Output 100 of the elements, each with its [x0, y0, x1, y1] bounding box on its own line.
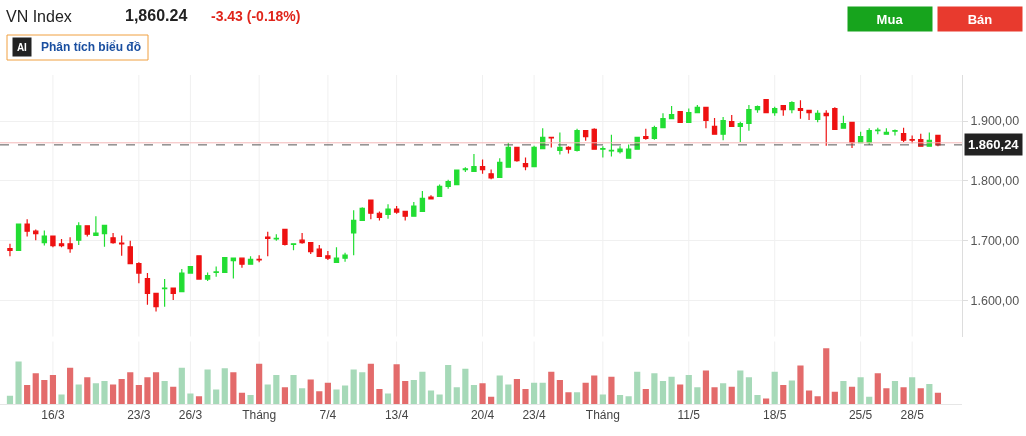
y-tick-label: 1.700,00	[970, 234, 1020, 249]
bar	[170, 386, 177, 404]
y-tick-label: 1.800,00	[970, 174, 1020, 189]
bar	[230, 372, 237, 404]
bar	[152, 372, 160, 404]
candlestick	[93, 215, 99, 236]
candlestick	[153, 292, 159, 313]
bar	[909, 377, 916, 404]
candlestick	[350, 209, 357, 256]
candlestick	[33, 228, 39, 241]
bar	[677, 384, 684, 404]
bar	[651, 373, 658, 404]
bar	[256, 363, 263, 404]
bar	[823, 348, 830, 404]
candlestick	[110, 232, 116, 245]
x-tick-label: Tháng	[242, 408, 277, 423]
bar	[573, 392, 581, 404]
bar	[436, 394, 443, 404]
bar	[805, 390, 813, 404]
bar	[58, 394, 65, 404]
bar	[616, 395, 624, 404]
candlestick	[204, 271, 211, 282]
bar	[367, 363, 374, 404]
bar	[496, 375, 503, 404]
candlestick	[265, 231, 271, 257]
bar	[264, 384, 271, 404]
candlestick	[411, 201, 417, 217]
bar	[685, 374, 692, 404]
bar	[891, 381, 899, 404]
candlestick	[76, 221, 82, 246]
candlestick	[840, 115, 847, 129]
x-tick-label: 20/4	[470, 408, 495, 423]
candlestick	[368, 199, 374, 220]
candlestick	[883, 127, 890, 135]
candlestick	[445, 179, 451, 190]
candlestick	[256, 254, 262, 263]
bar	[410, 380, 417, 404]
bar	[608, 376, 615, 404]
candlestick	[118, 234, 125, 257]
bar	[333, 389, 340, 404]
bar	[49, 374, 57, 404]
bar	[565, 392, 572, 404]
candlestick	[393, 205, 400, 215]
bar	[874, 373, 881, 404]
bar	[866, 396, 873, 404]
x-tick-label: 28/5	[900, 408, 925, 423]
candlestick	[325, 250, 331, 261]
bar	[101, 381, 108, 404]
y-tick-label: 1.600,00	[970, 294, 1020, 309]
x-tick-label: Tháng	[585, 408, 620, 423]
bar	[41, 380, 48, 404]
bar	[281, 387, 289, 404]
bar	[634, 371, 641, 404]
candlestick	[402, 210, 408, 222]
candlestick	[866, 127, 872, 146]
bar	[6, 395, 14, 404]
bar	[900, 387, 907, 404]
text: Mua	[876, 11, 904, 27]
x-tick-label: 11/5	[677, 408, 701, 423]
bar	[926, 383, 933, 404]
candlestick	[617, 145, 623, 155]
bar	[668, 376, 675, 404]
bar	[15, 361, 22, 404]
bar	[883, 388, 890, 404]
candlestick	[230, 257, 237, 280]
bar	[582, 382, 589, 404]
candlestick	[600, 145, 606, 159]
candlestick	[67, 236, 73, 254]
bar	[144, 377, 151, 404]
candlestick	[239, 257, 245, 269]
candlestick	[419, 190, 426, 213]
candlestick	[488, 168, 494, 180]
bar	[384, 393, 392, 404]
bar	[187, 393, 194, 404]
candlestick	[780, 104, 786, 117]
bar	[763, 398, 770, 404]
bar	[445, 364, 452, 404]
candlestick	[385, 203, 391, 220]
candlestick	[505, 142, 512, 168]
candlestick	[316, 244, 322, 257]
x-tick-label: 25/5	[848, 408, 873, 423]
bar	[548, 371, 555, 404]
bar	[479, 383, 486, 404]
candlestick	[196, 254, 202, 280]
candlestick	[737, 121, 744, 143]
bar	[513, 378, 521, 404]
bar	[32, 373, 39, 404]
bar	[488, 396, 495, 404]
bar	[393, 364, 400, 404]
candlestick	[746, 104, 752, 132]
bar	[316, 391, 323, 404]
x-tick-label: 16/3	[41, 408, 65, 423]
x-tick-label: 18/5	[763, 408, 787, 423]
candlestick	[359, 206, 365, 222]
candlestick	[608, 134, 615, 157]
bar	[797, 365, 804, 404]
bar	[711, 387, 718, 404]
bar	[75, 384, 82, 404]
candlestick	[136, 261, 142, 284]
bar	[290, 374, 297, 404]
